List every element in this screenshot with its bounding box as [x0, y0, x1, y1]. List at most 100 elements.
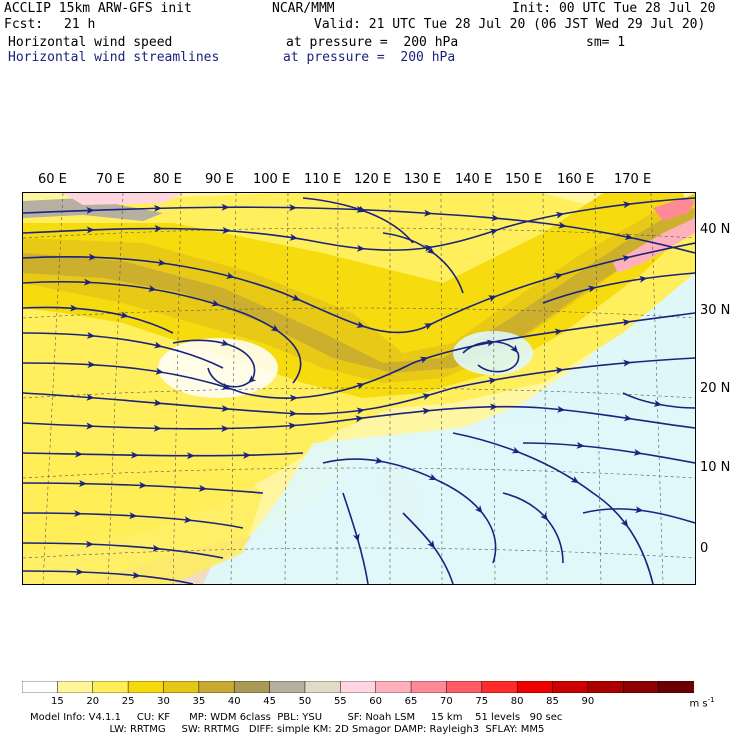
- streamline-arrowhead: [623, 359, 632, 367]
- streamline-arrowhead: [154, 225, 163, 233]
- streamline-arrowhead: [75, 568, 84, 576]
- streamline-arrowhead: [248, 375, 257, 384]
- streamline-arrowhead: [587, 285, 597, 293]
- colorbar-swatch: [340, 681, 377, 693]
- lon-label-120e: 120 E: [354, 172, 392, 187]
- field1-name: Horizontal wind speed: [8, 35, 173, 50]
- streamline-arrowhead: [557, 405, 566, 413]
- valid-time: Valid: 21 UTC Tue 28 Jul 20 (06 JST Wed …: [314, 17, 706, 32]
- colorbar-swatch: [22, 681, 59, 693]
- streamline-arrowhead: [120, 311, 129, 319]
- colorbar-swatch: [163, 681, 200, 693]
- ws-band-45: [23, 198, 163, 221]
- streamline-arrowhead: [554, 273, 564, 280]
- lon-label-150e: 150 E: [505, 172, 543, 187]
- colorbar-tick-label: 15: [50, 696, 64, 707]
- ws-band-55: [613, 218, 695, 273]
- streamline-arrowhead: [74, 510, 83, 518]
- streamline-arrowhead: [153, 424, 162, 432]
- streamline-arrowhead: [222, 226, 231, 234]
- streamline-arrowhead: [633, 448, 643, 456]
- streamline-arrowhead: [555, 367, 564, 374]
- streamline-arrowhead: [491, 214, 500, 222]
- streamline-arrowhead: [153, 204, 163, 212]
- wind-speed-colorbar: [22, 681, 694, 693]
- streamline-arrowhead: [489, 403, 499, 411]
- colorbar-swatch: [269, 681, 306, 693]
- colorbar-swatch: [516, 681, 554, 693]
- streamline-arrowhead: [155, 367, 164, 375]
- streamline-arrowhead: [211, 299, 220, 307]
- streamline-arrowhead: [653, 400, 663, 407]
- streamline-arrowhead: [635, 506, 644, 514]
- streamline-arrowhead: [221, 203, 230, 211]
- colorbar-tick-label: 85: [546, 696, 559, 707]
- lon-label-170e: 170 E: [614, 172, 652, 187]
- init-time: Init: 00 UTC Tue 28 Jul 20: [512, 1, 716, 16]
- streamline-arrowhead: [356, 382, 365, 390]
- streamline-arrowhead: [220, 339, 230, 347]
- streamline-arrowhead: [620, 518, 629, 528]
- colorbar-units: m s-1: [689, 696, 715, 710]
- center-label: NCAR/MMM: [272, 1, 335, 16]
- colorbar-tick-label: 70: [440, 696, 453, 707]
- field2-level: at pressure = 200 hPa: [283, 50, 456, 65]
- colorbar-tick-label: 90: [581, 696, 595, 707]
- streamline-arrowhead: [83, 278, 93, 286]
- lat-label-40n: 40 N: [700, 222, 731, 237]
- streamline-arrowhead: [288, 422, 297, 430]
- colorbar-tick-label: 45: [263, 696, 276, 707]
- streamline-arrowhead: [540, 512, 549, 521]
- colorbar-tick-label: 50: [298, 696, 312, 707]
- streamline-arrowhead: [86, 226, 95, 234]
- streamline-arrowhead: [132, 571, 141, 579]
- streamline-arrowhead: [69, 304, 79, 312]
- streamline-arrowhead: [86, 331, 96, 339]
- streamline-arrowhead: [289, 394, 298, 402]
- streamline-arrowhead: [488, 295, 497, 302]
- colorbar-swatch: [198, 681, 235, 693]
- streamline-arrowhead: [489, 228, 499, 236]
- colorbar-swatch: [552, 681, 589, 693]
- colorbar-tick-label: 55: [333, 696, 347, 707]
- streamline-arrowhead: [85, 540, 94, 548]
- colorbar-tick-label: 35: [192, 696, 206, 707]
- colorbar-swatch: [92, 681, 129, 693]
- colorbar-swatch: [127, 681, 165, 693]
- colorbar-swatch: [410, 681, 448, 693]
- colorbar-swatch: [658, 681, 694, 693]
- streamline-arrowhead: [74, 450, 84, 458]
- streamlines: [23, 197, 695, 584]
- colorbar-tick-label: 75: [475, 696, 489, 707]
- lon-label-100e: 100 E: [253, 172, 291, 187]
- colorbar-swatch: [304, 681, 342, 693]
- streamline-arrowhead: [426, 246, 435, 255]
- streamline-arrowhead: [511, 446, 521, 454]
- streamline-arrowhead: [88, 253, 97, 261]
- streamline-arrowhead: [622, 255, 631, 263]
- streamline-arrowhead: [422, 393, 431, 401]
- colorbar-swatch: [623, 681, 660, 693]
- colorbar-tick-label: 20: [86, 696, 100, 707]
- streamline-arrowhead: [289, 233, 298, 241]
- streamline-arrowhead: [355, 415, 364, 423]
- streamline-arrowhead: [198, 484, 208, 492]
- lon-label-110e: 110 E: [304, 172, 342, 187]
- streamline-arrowhead: [184, 516, 193, 524]
- fcst-label: Fcst:: [4, 17, 44, 32]
- streamline-arrowhead: [138, 481, 148, 489]
- streamline-arrowhead: [86, 206, 95, 214]
- colorbar-tick-label: 30: [157, 696, 170, 707]
- streamline-arrowhead: [356, 244, 366, 252]
- streamline-arrowhead: [221, 382, 231, 390]
- smoothing-label: sm= 1: [586, 35, 626, 50]
- lon-label-160e: 160 E: [557, 172, 595, 187]
- ws-band-35: [23, 208, 695, 373]
- streamline-arrowhead: [555, 211, 565, 219]
- streamline-arrowhead: [423, 209, 433, 217]
- streamline-arrowhead: [428, 473, 438, 481]
- weak-wind-tibet: [158, 338, 278, 398]
- streamline-arrowhead: [424, 244, 433, 252]
- lon-label-60e: 60 E: [38, 172, 67, 187]
- model-info-line2: LW: RRTMG SW: RRTMG DIFF: simple KM: 2D …: [30, 724, 545, 735]
